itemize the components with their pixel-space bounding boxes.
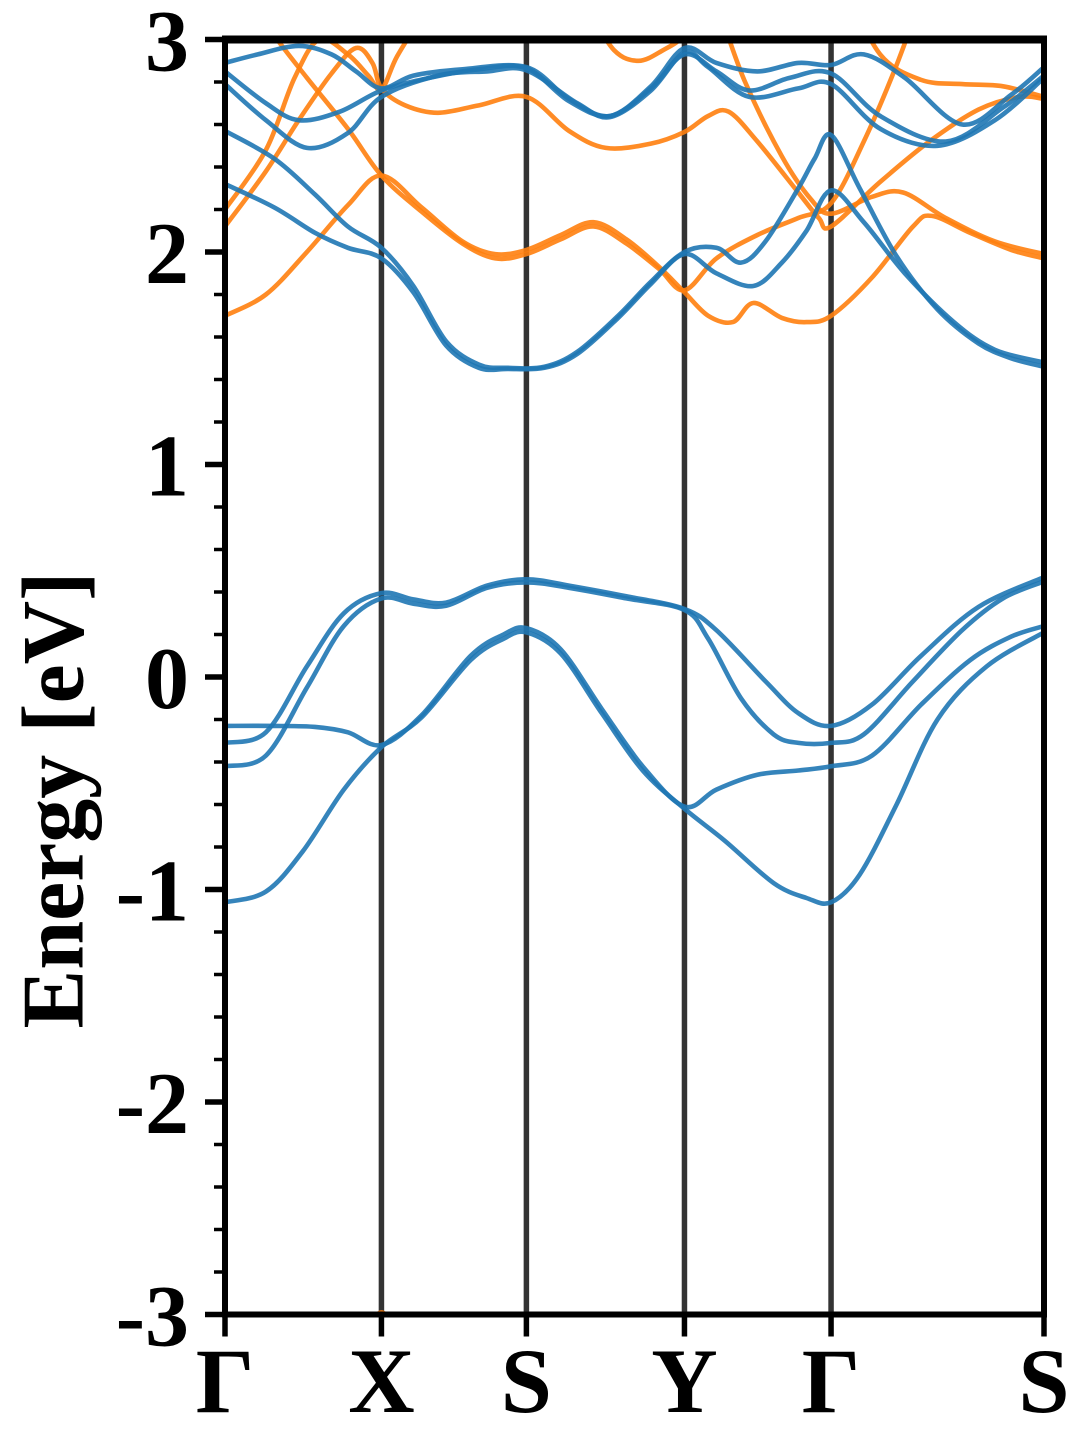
conduction-orange-5 xyxy=(867,39,1044,100)
conduction-blue-1 xyxy=(225,43,1044,127)
y-ticks xyxy=(205,36,225,1318)
axis-frame xyxy=(222,35,1047,1318)
y-tick-label: 0 xyxy=(145,631,189,728)
conduction-blue-5 xyxy=(225,181,1044,373)
y-axis-label: Energy [eV] xyxy=(5,571,103,1029)
bands-orange xyxy=(225,39,1044,1315)
conduction-orange-3 xyxy=(225,173,1044,326)
y-tick-label: -2 xyxy=(116,1056,189,1153)
valence-blue-3 xyxy=(225,623,1044,810)
conduction-orange-1 xyxy=(225,39,1044,257)
k-point-label-3: Y xyxy=(651,1330,717,1432)
valence-blue-2 xyxy=(225,579,1044,769)
k-point-label-5: S xyxy=(1018,1330,1069,1432)
k-point-label-1: X xyxy=(348,1330,414,1432)
valence-blue-4 xyxy=(225,629,1044,906)
x-ticks xyxy=(222,1314,1047,1337)
conduction-orange-2 xyxy=(225,45,1044,231)
y-tick-label: -3 xyxy=(116,1268,189,1365)
bands-blue xyxy=(225,43,1044,906)
y-tick-labels: 3 2 1 0 -1 -2 -3 xyxy=(116,0,189,1365)
y-tick-label: 3 xyxy=(145,0,189,90)
conduction-blue-3 xyxy=(225,49,1044,151)
y-tick-label: 1 xyxy=(145,418,189,515)
k-point-label-4: Γ xyxy=(802,1330,861,1432)
k-point-label-0: Γ xyxy=(196,1330,255,1432)
conduction-orange-4 xyxy=(274,39,909,293)
y-tick-label: 2 xyxy=(145,206,189,303)
y-tick-label: -1 xyxy=(116,843,189,940)
k-point-label-2: S xyxy=(501,1330,552,1432)
